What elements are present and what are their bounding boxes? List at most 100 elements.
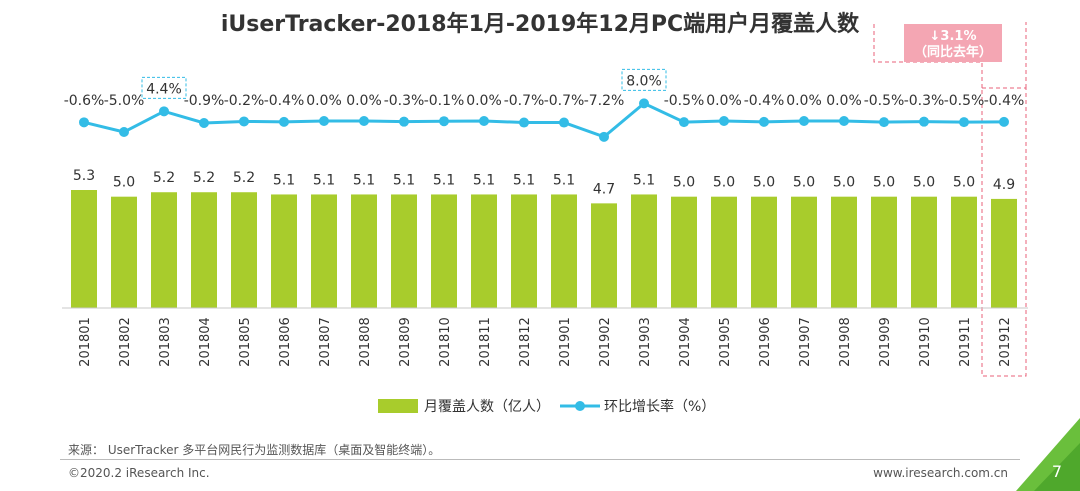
growth-label-201908: 0.0% bbox=[826, 93, 862, 109]
bar-label-201803: 5.2 bbox=[153, 170, 175, 186]
x-tick-201804: 201804 bbox=[198, 317, 213, 367]
growth-label-201902: -7.2% bbox=[584, 93, 625, 109]
bar-label-201902: 4.7 bbox=[593, 181, 615, 197]
bar-label-201806: 5.1 bbox=[273, 172, 295, 188]
bar-label-201906: 5.0 bbox=[753, 175, 775, 191]
x-tick-201902: 201902 bbox=[598, 317, 613, 367]
x-tick-201801: 201801 bbox=[78, 317, 93, 367]
highlight-box bbox=[981, 87, 1027, 377]
bar-label-201808: 5.1 bbox=[353, 172, 375, 188]
x-tick-201808: 201808 bbox=[358, 317, 373, 367]
bar-201804 bbox=[191, 192, 217, 308]
bar-201809 bbox=[391, 194, 417, 308]
copyright: ©2020.2 iResearch Inc. bbox=[68, 466, 210, 480]
growth-point-201906 bbox=[759, 116, 769, 127]
growth-label-201907: 0.0% bbox=[786, 93, 822, 109]
growth-point-201806 bbox=[279, 116, 289, 127]
x-tick-201910: 201910 bbox=[918, 317, 933, 367]
growth-point-201807 bbox=[319, 116, 329, 126]
bar-201810 bbox=[431, 194, 457, 308]
growth-rate-line bbox=[83, 101, 1005, 139]
bar-201803 bbox=[151, 192, 177, 308]
growth-label-201903: 8.0% bbox=[626, 73, 662, 89]
bar-label-201909: 5.0 bbox=[873, 175, 895, 191]
bar-201802 bbox=[111, 196, 137, 308]
x-tick-201907: 201907 bbox=[798, 317, 813, 367]
x-tick-201805: 201805 bbox=[238, 317, 253, 367]
bar-label-201911: 5.0 bbox=[953, 175, 975, 191]
growth-label-201905: 0.0% bbox=[706, 93, 742, 109]
growth-label-201811: 0.0% bbox=[466, 93, 502, 109]
bar-201906 bbox=[751, 196, 777, 308]
growth-point-201911 bbox=[959, 117, 969, 128]
growth-point-201909 bbox=[879, 117, 889, 128]
bar-label-201904: 5.0 bbox=[673, 175, 695, 191]
bar-label-201908: 5.0 bbox=[833, 175, 855, 191]
growth-label-201806: -0.4% bbox=[264, 93, 305, 109]
growth-label-201906: -0.4% bbox=[744, 93, 785, 109]
x-tick-201904: 201904 bbox=[678, 317, 693, 367]
growth-point-201908 bbox=[839, 116, 849, 126]
growth-label-201802: -5.0% bbox=[104, 93, 145, 109]
growth-point-201904 bbox=[679, 117, 689, 128]
growth-label-201812: -0.7% bbox=[504, 93, 545, 109]
growth-label-201803: 4.4% bbox=[146, 81, 182, 97]
x-tick-201909: 201909 bbox=[878, 317, 893, 367]
callout-line2: （同比去年） bbox=[914, 44, 992, 60]
legend-bar-swatch bbox=[378, 399, 418, 413]
growth-point-201804 bbox=[199, 117, 209, 128]
footer-divider bbox=[60, 459, 1020, 460]
growth-point-201901 bbox=[559, 117, 569, 128]
growth-point-201902 bbox=[599, 131, 609, 142]
growth-point-201907 bbox=[799, 116, 809, 126]
bar-201811 bbox=[471, 194, 497, 308]
bar-201907 bbox=[791, 196, 817, 308]
bar-201801 bbox=[71, 190, 97, 308]
growth-label-box-201803 bbox=[141, 76, 187, 99]
bar-label-201802: 5.0 bbox=[113, 175, 135, 191]
source-note: 来源： UserTracker 多平台网民行为监测数据库（桌面及智能终端）。 bbox=[68, 443, 441, 457]
bar-label-201910: 5.0 bbox=[913, 175, 935, 191]
x-tick-201811: 201811 bbox=[478, 317, 493, 367]
x-tick-201807: 201807 bbox=[318, 317, 333, 367]
bar-label-201809: 5.1 bbox=[393, 172, 415, 188]
page-title: iUserTracker-2018年1月-2019年12月PC端用户月覆盖人数 bbox=[220, 12, 860, 37]
bar-label-201807: 5.1 bbox=[313, 172, 335, 188]
growth-label-201810: -0.1% bbox=[424, 93, 465, 109]
growth-label-201911: -0.5% bbox=[944, 93, 985, 109]
growth-label-201805: -0.2% bbox=[224, 93, 265, 109]
x-tick-201905: 201905 bbox=[718, 317, 733, 367]
website-link[interactable]: www.iresearch.com.cn bbox=[873, 466, 1008, 480]
x-tick-201802: 201802 bbox=[118, 317, 133, 367]
growth-point-201812 bbox=[519, 117, 529, 128]
growth-point-201811 bbox=[479, 116, 489, 126]
growth-point-201805 bbox=[239, 116, 249, 127]
bar-201909 bbox=[871, 196, 897, 308]
growth-label-201808: 0.0% bbox=[346, 93, 382, 109]
growth-label-box-201903 bbox=[621, 68, 667, 91]
growth-point-201809 bbox=[399, 116, 409, 127]
bar-label-201905: 5.0 bbox=[713, 175, 735, 191]
callout-box bbox=[904, 24, 1002, 62]
legend-line-marker bbox=[575, 401, 585, 411]
bar-label-201801: 5.3 bbox=[73, 168, 95, 184]
growth-point-201903 bbox=[639, 98, 649, 109]
growth-label-201910: -0.3% bbox=[904, 93, 945, 109]
bar-label-201812: 5.1 bbox=[513, 172, 535, 188]
bar-201912 bbox=[991, 198, 1017, 308]
bar-201808 bbox=[351, 194, 377, 308]
legend-line-label: 环比增长率（%） bbox=[604, 398, 715, 415]
growth-point-201810 bbox=[439, 116, 449, 127]
callout-line1: ↓3.1% bbox=[930, 29, 977, 44]
bar-201904 bbox=[671, 196, 697, 308]
bar-label-201901: 5.1 bbox=[553, 172, 575, 188]
bar-201903 bbox=[631, 194, 657, 308]
growth-label-201809: -0.3% bbox=[384, 93, 425, 109]
bar-label-201805: 5.2 bbox=[233, 170, 255, 186]
growth-point-201808 bbox=[359, 116, 369, 126]
growth-label-201909: -0.5% bbox=[864, 93, 905, 109]
bar-label-201810: 5.1 bbox=[433, 172, 455, 188]
growth-point-201803 bbox=[159, 106, 169, 117]
x-tick-201901: 201901 bbox=[558, 317, 573, 367]
legend-bar-label: 月覆盖人数（亿人） bbox=[424, 399, 550, 415]
